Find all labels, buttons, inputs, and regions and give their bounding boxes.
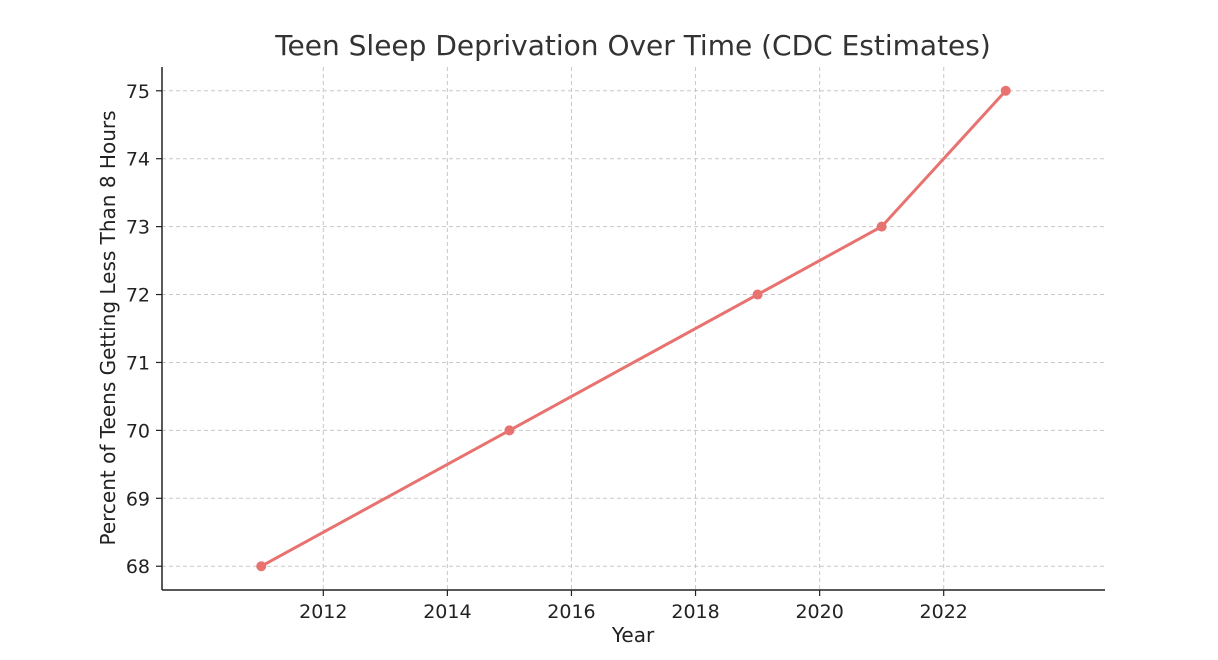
x-tick-label: 2018 [671, 601, 719, 623]
x-tick-label: 2016 [547, 601, 595, 623]
y-tick-label: 73 [126, 217, 150, 239]
y-tick-label: 70 [126, 420, 150, 442]
y-tick-label: 72 [126, 285, 150, 307]
series [256, 85, 1011, 572]
data-point [504, 425, 515, 436]
data-point [256, 561, 267, 572]
axes: 2012 2014 2016 2018 2020 2022 68 69 70 71 72 73 74 75 [126, 67, 1105, 623]
y-tick-label: 69 [126, 488, 150, 510]
grid [162, 67, 1105, 590]
data-point [876, 221, 887, 232]
data-point [752, 289, 763, 300]
x-tick-label: 2012 [299, 601, 347, 623]
x-tick-label: 2022 [920, 601, 968, 623]
chart-title: Teen Sleep Deprivation Over Time (CDC Es… [274, 29, 991, 62]
y-tick-label: 68 [126, 556, 150, 578]
y-tick-label: 75 [126, 81, 150, 103]
x-axis-title: Year [611, 623, 655, 647]
x-tick-label: 2020 [795, 601, 843, 623]
x-tick-label: 2014 [423, 601, 471, 623]
y-tick-label: 71 [126, 352, 150, 374]
data-point [1000, 85, 1011, 96]
y-tick-label: 74 [126, 149, 150, 171]
series-line [259, 89, 1008, 568]
y-axis-title: Percent of Teens Getting Less Than 8 Hou… [96, 110, 120, 545]
